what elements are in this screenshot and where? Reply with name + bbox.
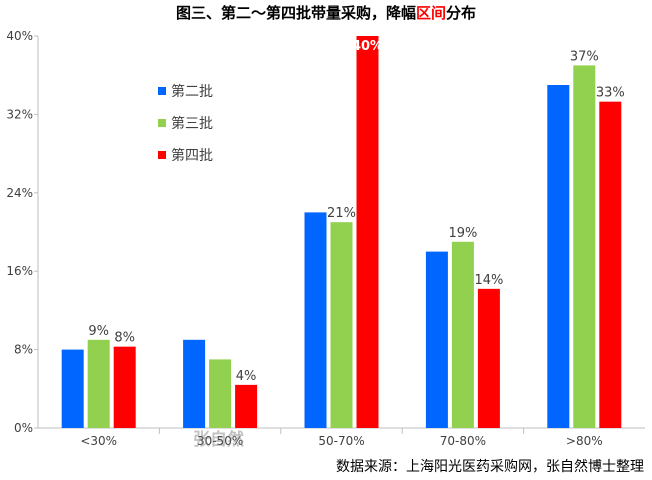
data-label: 40% [352,39,383,54]
data-label: 21% [327,206,356,221]
data-label: 4% [236,369,257,384]
chart-title: 图三、第二～第四批带量采购，降幅区间分布 [175,4,477,22]
bar [183,339,206,428]
legend-swatch [158,119,166,127]
x-tick-label: >80% [566,434,603,448]
data-label: 33% [596,86,625,101]
data-label: 9% [88,324,109,339]
bar [113,346,136,428]
bar [330,222,353,428]
legend-label: 第二批 [171,83,213,100]
bar [425,251,448,428]
watermark: 张自然 [193,430,244,450]
bar [477,288,500,428]
bar [599,101,622,428]
source-note: 数据来源：上海阳光医药采购网，张自然博士整理 [336,459,644,475]
legend-label: 第四批 [171,147,213,164]
data-label: 14% [474,273,503,288]
y-tick-label: 40% [6,29,33,43]
legend-swatch [158,151,166,159]
y-tick-label: 16% [6,264,33,278]
x-tick-label: 70-80% [440,434,486,448]
legend-swatch [158,87,166,95]
bar [209,359,232,428]
bar [304,212,327,428]
y-tick-label: 0% [14,421,33,435]
bar [573,65,596,429]
bar [61,349,84,428]
legend-label: 第三批 [171,115,213,132]
bar [451,241,474,428]
bar [235,384,258,428]
x-tick-label: 30-50% [197,434,243,448]
y-tick-label: 32% [6,107,33,121]
bar [547,85,570,428]
bar [356,36,379,428]
y-tick-label: 24% [6,186,33,200]
x-tick-label: <30% [80,434,117,448]
x-tick-label: 50-70% [318,434,364,448]
data-label: 19% [448,226,477,241]
y-tick-label: 8% [14,343,33,357]
bar [87,339,110,428]
data-label: 37% [570,49,599,64]
data-label: 8% [114,331,135,346]
